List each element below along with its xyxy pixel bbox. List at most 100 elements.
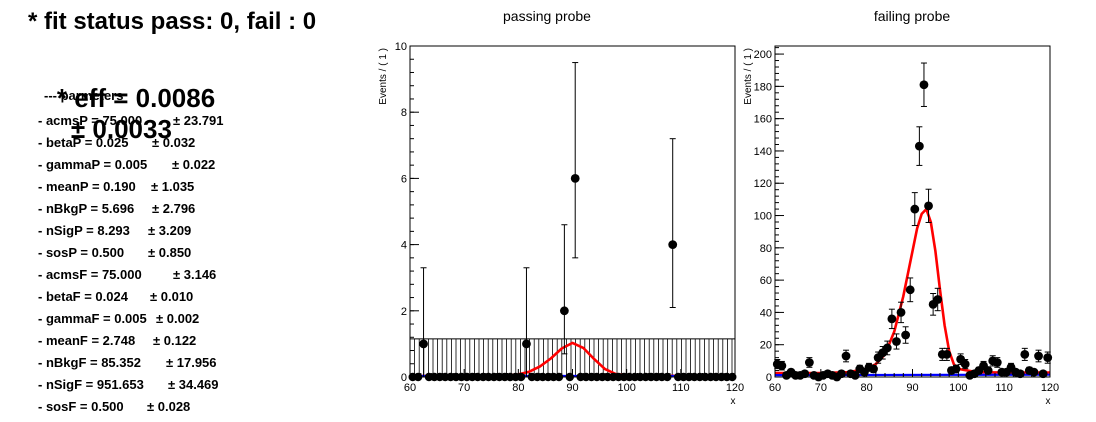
y-tick-label: 6 <box>401 173 407 185</box>
data-point <box>559 224 569 355</box>
x-tick-label: 90 <box>566 382 578 394</box>
data-point <box>882 340 892 356</box>
data-point <box>869 364 878 374</box>
data-point <box>777 360 787 371</box>
data-marker <box>1020 349 1030 359</box>
parameter-error: ± 34.469 <box>168 377 219 392</box>
x-tick-label: 110 <box>672 382 690 394</box>
data-points <box>419 62 678 377</box>
parameter-row: - betaP = 0.025 ± 0.032 <box>38 135 195 150</box>
data-point <box>668 138 678 308</box>
data-point <box>942 347 952 361</box>
parameter-error: ± 0.032 <box>152 135 196 150</box>
y-tick-label: 40 <box>760 307 772 319</box>
x-tick-label: 120 <box>1041 382 1059 394</box>
x-tick-label: 100 <box>949 382 967 394</box>
efficiency-value: * eff = 0.0086 <box>56 83 216 113</box>
data-point <box>951 364 961 374</box>
parameter-error: ± 3.146 <box>173 267 217 282</box>
parameters-header: --- parmeters <box>44 88 124 103</box>
data-marker <box>419 339 428 349</box>
data-marker <box>896 308 906 317</box>
y-tick-label: 0 <box>401 372 407 384</box>
y-tick-label: 200 <box>754 49 772 61</box>
parameter-row: - gammaF = 0.005 ± 0.002 <box>38 311 199 326</box>
uncertainty-band <box>409 338 735 377</box>
y-tick-label: 100 <box>754 211 772 223</box>
parameter-row: - gammaP = 0.005 ± 0.022 <box>38 157 215 172</box>
parameter-error: ± 1.035 <box>151 179 195 194</box>
data-marker <box>777 361 787 371</box>
y-tick-label: 0 <box>766 372 772 384</box>
parameter-value: - sosF = 0.500 <box>38 399 124 414</box>
data-marker <box>983 366 993 375</box>
y-tick-label: 60 <box>760 275 772 287</box>
parameter-value: - nSigF = 951.653 <box>38 377 144 392</box>
data-marker <box>887 314 897 324</box>
data-marker <box>869 364 878 374</box>
x-tick-label: 90 <box>906 382 918 394</box>
parameter-error: ± 0.022 <box>172 157 216 172</box>
data-point <box>570 62 580 259</box>
data-marker <box>905 285 915 295</box>
parameter-error: ± 0.122 <box>153 333 197 348</box>
x-axis-label: x <box>1046 396 1051 407</box>
parameter-value: - acmsP = 75.000 <box>38 113 143 128</box>
parameter-value: - acmsF = 75.000 <box>38 267 142 282</box>
data-point <box>804 357 814 368</box>
parameter-value: - gammaP = 0.005 <box>38 157 148 172</box>
data-marker <box>522 339 531 349</box>
data-point <box>1034 349 1043 363</box>
data-point <box>983 366 993 375</box>
parameter-value: - meanP = 0.190 <box>38 179 136 194</box>
fit-status-line: * fit status pass: 0, fail : 0 <box>28 8 317 35</box>
parameter-error: ± 23.791 <box>173 113 224 128</box>
parameter-row: - nBkgP = 5.696 ± 2.796 <box>38 201 195 216</box>
y-axis-label: Events / ( 1 ) <box>378 48 389 105</box>
data-marker <box>1043 353 1053 363</box>
fit-summary-panel: * fit status pass: 0, fail : 0 * eff = 0… <box>0 0 360 422</box>
parameter-row: - nBkgF = 85.352 ± 17.956 <box>38 355 217 370</box>
data-point <box>910 192 920 227</box>
x-tick-label: 80 <box>861 382 873 394</box>
x-tick-label: 70 <box>458 382 470 394</box>
data-point <box>919 62 929 107</box>
data-marker <box>992 358 1002 367</box>
parameter-row: - meanP = 0.190 ± 1.035 <box>38 179 194 194</box>
parameter-value: - nBkgF = 85.352 <box>38 355 141 370</box>
parameter-row: - nSigP = 8.293 ± 3.209 <box>38 223 191 238</box>
parameter-error: ± 2.796 <box>152 201 196 216</box>
parameter-value: - gammaF = 0.005 <box>38 311 147 326</box>
parameter-row: - meanF = 2.748 ± 0.122 <box>38 333 196 348</box>
data-marker <box>924 201 933 211</box>
x-tick-label: 70 <box>815 382 827 394</box>
data-points <box>772 62 1053 382</box>
y-tick-label: 2 <box>401 306 407 318</box>
plot-frame <box>409 45 736 378</box>
data-marker <box>919 80 929 90</box>
x-axis: 60 70 80 90 100 110 120 x <box>769 369 1059 407</box>
data-point <box>892 333 901 350</box>
data-point <box>1020 347 1030 361</box>
data-marker <box>804 358 814 367</box>
data-point <box>1029 367 1039 377</box>
parameter-error: ± 0.850 <box>148 245 192 260</box>
parameter-row: - nSigF = 951.653 ± 34.469 <box>38 377 219 392</box>
y-tick-label: 160 <box>754 114 772 126</box>
parameter-value: - betaP = 0.025 <box>38 135 129 150</box>
parameter-value: - betaF = 0.024 <box>38 289 128 304</box>
parameter-row: - sosP = 0.500 ± 0.850 <box>38 245 191 260</box>
parameter-value: - sosP = 0.500 <box>38 245 125 260</box>
x-axis-label: x <box>731 396 736 407</box>
parameter-value: - nBkgP = 5.696 <box>38 201 135 216</box>
data-marker <box>914 141 924 151</box>
parameter-value: - nSigP = 8.293 <box>38 223 130 238</box>
data-marker <box>841 351 851 361</box>
efficiency-error: ± 0.0033 <box>70 114 172 144</box>
passing-probe-chart: passing probe 60 70 80 90 100 110 120 x 0 2 4 6 8 10 Ev… <box>378 8 744 407</box>
chart-title: passing probe <box>503 8 591 24</box>
efficiency-line: * eff = 0.0086 ± 0.0033 <box>28 52 215 176</box>
data-point <box>419 267 428 377</box>
data-point <box>522 267 531 377</box>
